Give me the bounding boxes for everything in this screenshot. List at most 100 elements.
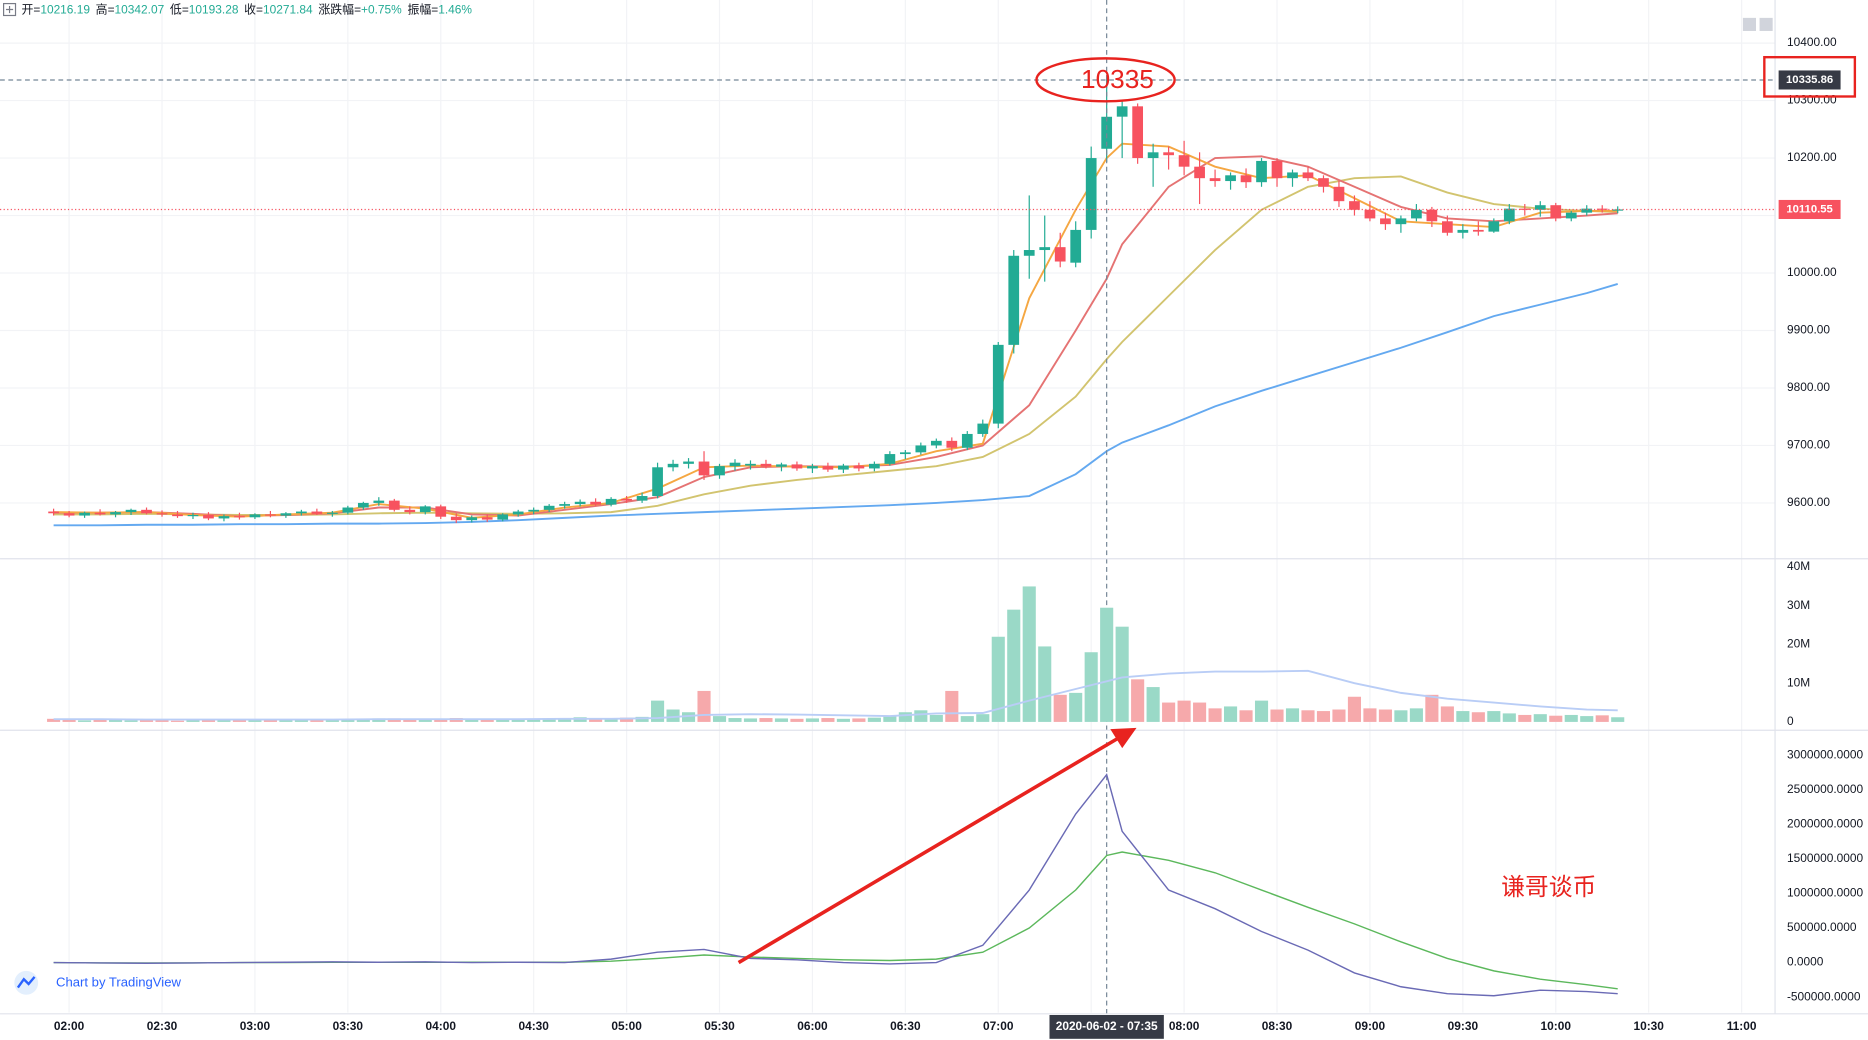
volume-bar xyxy=(1084,652,1098,722)
volume-bar xyxy=(1611,717,1625,722)
volume-bar xyxy=(1440,706,1454,722)
volume-bar xyxy=(1332,709,1346,722)
candle-body xyxy=(1209,178,1221,182)
volume-bar xyxy=(929,714,943,722)
volume-bar xyxy=(1564,714,1578,722)
x-tick-label: 04:00 xyxy=(426,1019,457,1033)
candle-body xyxy=(1503,208,1515,222)
candle-body xyxy=(1534,205,1546,210)
annotation-box xyxy=(1763,55,1857,98)
candle-body xyxy=(1085,158,1097,230)
credit[interactable]: Chart by TradingView xyxy=(56,974,181,989)
y-tick-label: 0.0000 xyxy=(1787,955,1824,969)
volume-bar xyxy=(852,718,866,722)
y-tick-label: 30M xyxy=(1787,598,1810,612)
candle-body xyxy=(1256,160,1267,183)
volume-bar xyxy=(480,719,494,722)
x-tick-label: 06:00 xyxy=(797,1019,828,1033)
x-tick-label: 10:30 xyxy=(1633,1019,1664,1033)
candle-body xyxy=(1039,247,1051,251)
volume-bar xyxy=(372,718,386,722)
volume-bar xyxy=(139,719,154,722)
candle-body xyxy=(404,509,416,513)
candle-body xyxy=(745,463,756,466)
candle-body xyxy=(729,462,741,467)
volume-bar xyxy=(1595,715,1609,722)
candle-body xyxy=(1240,175,1252,183)
candle-body xyxy=(1147,152,1159,159)
candle-body xyxy=(1457,229,1469,233)
candle-body xyxy=(528,509,540,512)
y-tick-label: 40M xyxy=(1787,559,1810,573)
candle-body xyxy=(187,514,199,517)
y-tick-label: 500000.0000 xyxy=(1787,920,1857,934)
volume-bar xyxy=(697,690,711,722)
volume-bar xyxy=(186,720,200,722)
volume-bar xyxy=(1193,702,1207,722)
candle-body xyxy=(203,514,214,519)
header-value: 10342.07 xyxy=(115,3,165,17)
candle-body xyxy=(497,514,509,520)
candle-body xyxy=(791,464,803,469)
candle-body xyxy=(265,514,276,516)
crosshair-price-label: 10335.86 xyxy=(1786,74,1833,86)
x-tick-label: 05:30 xyxy=(704,1019,735,1033)
header-value: +0.75% xyxy=(361,3,402,17)
volume-bar xyxy=(1518,714,1532,722)
y-tick-label: 10300.00 xyxy=(1787,93,1837,107)
volume-bar xyxy=(1533,714,1547,722)
candle-body xyxy=(141,509,152,514)
y-tick-label: 10M xyxy=(1787,675,1810,689)
volume-bar xyxy=(1487,711,1501,722)
volume-bar xyxy=(1069,692,1083,722)
volume-bar xyxy=(465,719,479,722)
candle-body xyxy=(357,502,369,508)
candle-body xyxy=(373,500,385,503)
volume-bar xyxy=(774,718,789,722)
candle-body xyxy=(698,461,710,476)
volume-bar xyxy=(883,716,897,722)
volume-bar xyxy=(1409,708,1423,722)
candle-body xyxy=(869,463,880,469)
volume-bar xyxy=(1254,700,1269,722)
candle-body xyxy=(1070,229,1082,263)
volume-bar xyxy=(387,718,401,722)
collapse-icon-plus xyxy=(5,5,14,14)
volume-bar xyxy=(1471,712,1485,722)
candle-body xyxy=(1380,218,1391,225)
x-tick-label: 05:00 xyxy=(611,1019,642,1033)
volume-bar xyxy=(728,718,742,722)
volume-bar xyxy=(945,690,959,722)
y-tick-label: 10000.00 xyxy=(1787,265,1837,279)
collapse-icon[interactable] xyxy=(3,2,17,17)
y-tick-label: 1500000.0000 xyxy=(1787,851,1864,865)
volume-bar xyxy=(325,719,339,722)
volume-bar xyxy=(1549,715,1563,722)
candle-body xyxy=(667,463,679,468)
y-tick-label: 3000000.0000 xyxy=(1787,747,1864,761)
x-tick-label: 02:00 xyxy=(54,1019,85,1033)
candle-body xyxy=(605,498,617,505)
volume-bar xyxy=(1239,710,1253,722)
candle-body xyxy=(1271,160,1283,179)
candle-body xyxy=(776,464,787,467)
candle-body xyxy=(838,465,849,470)
volume-bar xyxy=(1316,711,1331,722)
candle-body xyxy=(1565,212,1577,219)
x-tick-label: 02:30 xyxy=(147,1019,178,1033)
candle-body xyxy=(1318,178,1329,187)
candle-body xyxy=(1287,172,1298,179)
volume-bar xyxy=(542,718,556,722)
candle-body xyxy=(1116,106,1128,117)
candle-body xyxy=(1023,250,1035,256)
volume-bar xyxy=(1115,626,1129,722)
volume-bar xyxy=(78,720,92,722)
toolbar-button[interactable] xyxy=(1759,17,1773,31)
volume-bar xyxy=(666,709,680,722)
candle-body xyxy=(1178,155,1190,167)
candle-body xyxy=(63,513,75,516)
toolbar-button[interactable] xyxy=(1742,17,1756,31)
